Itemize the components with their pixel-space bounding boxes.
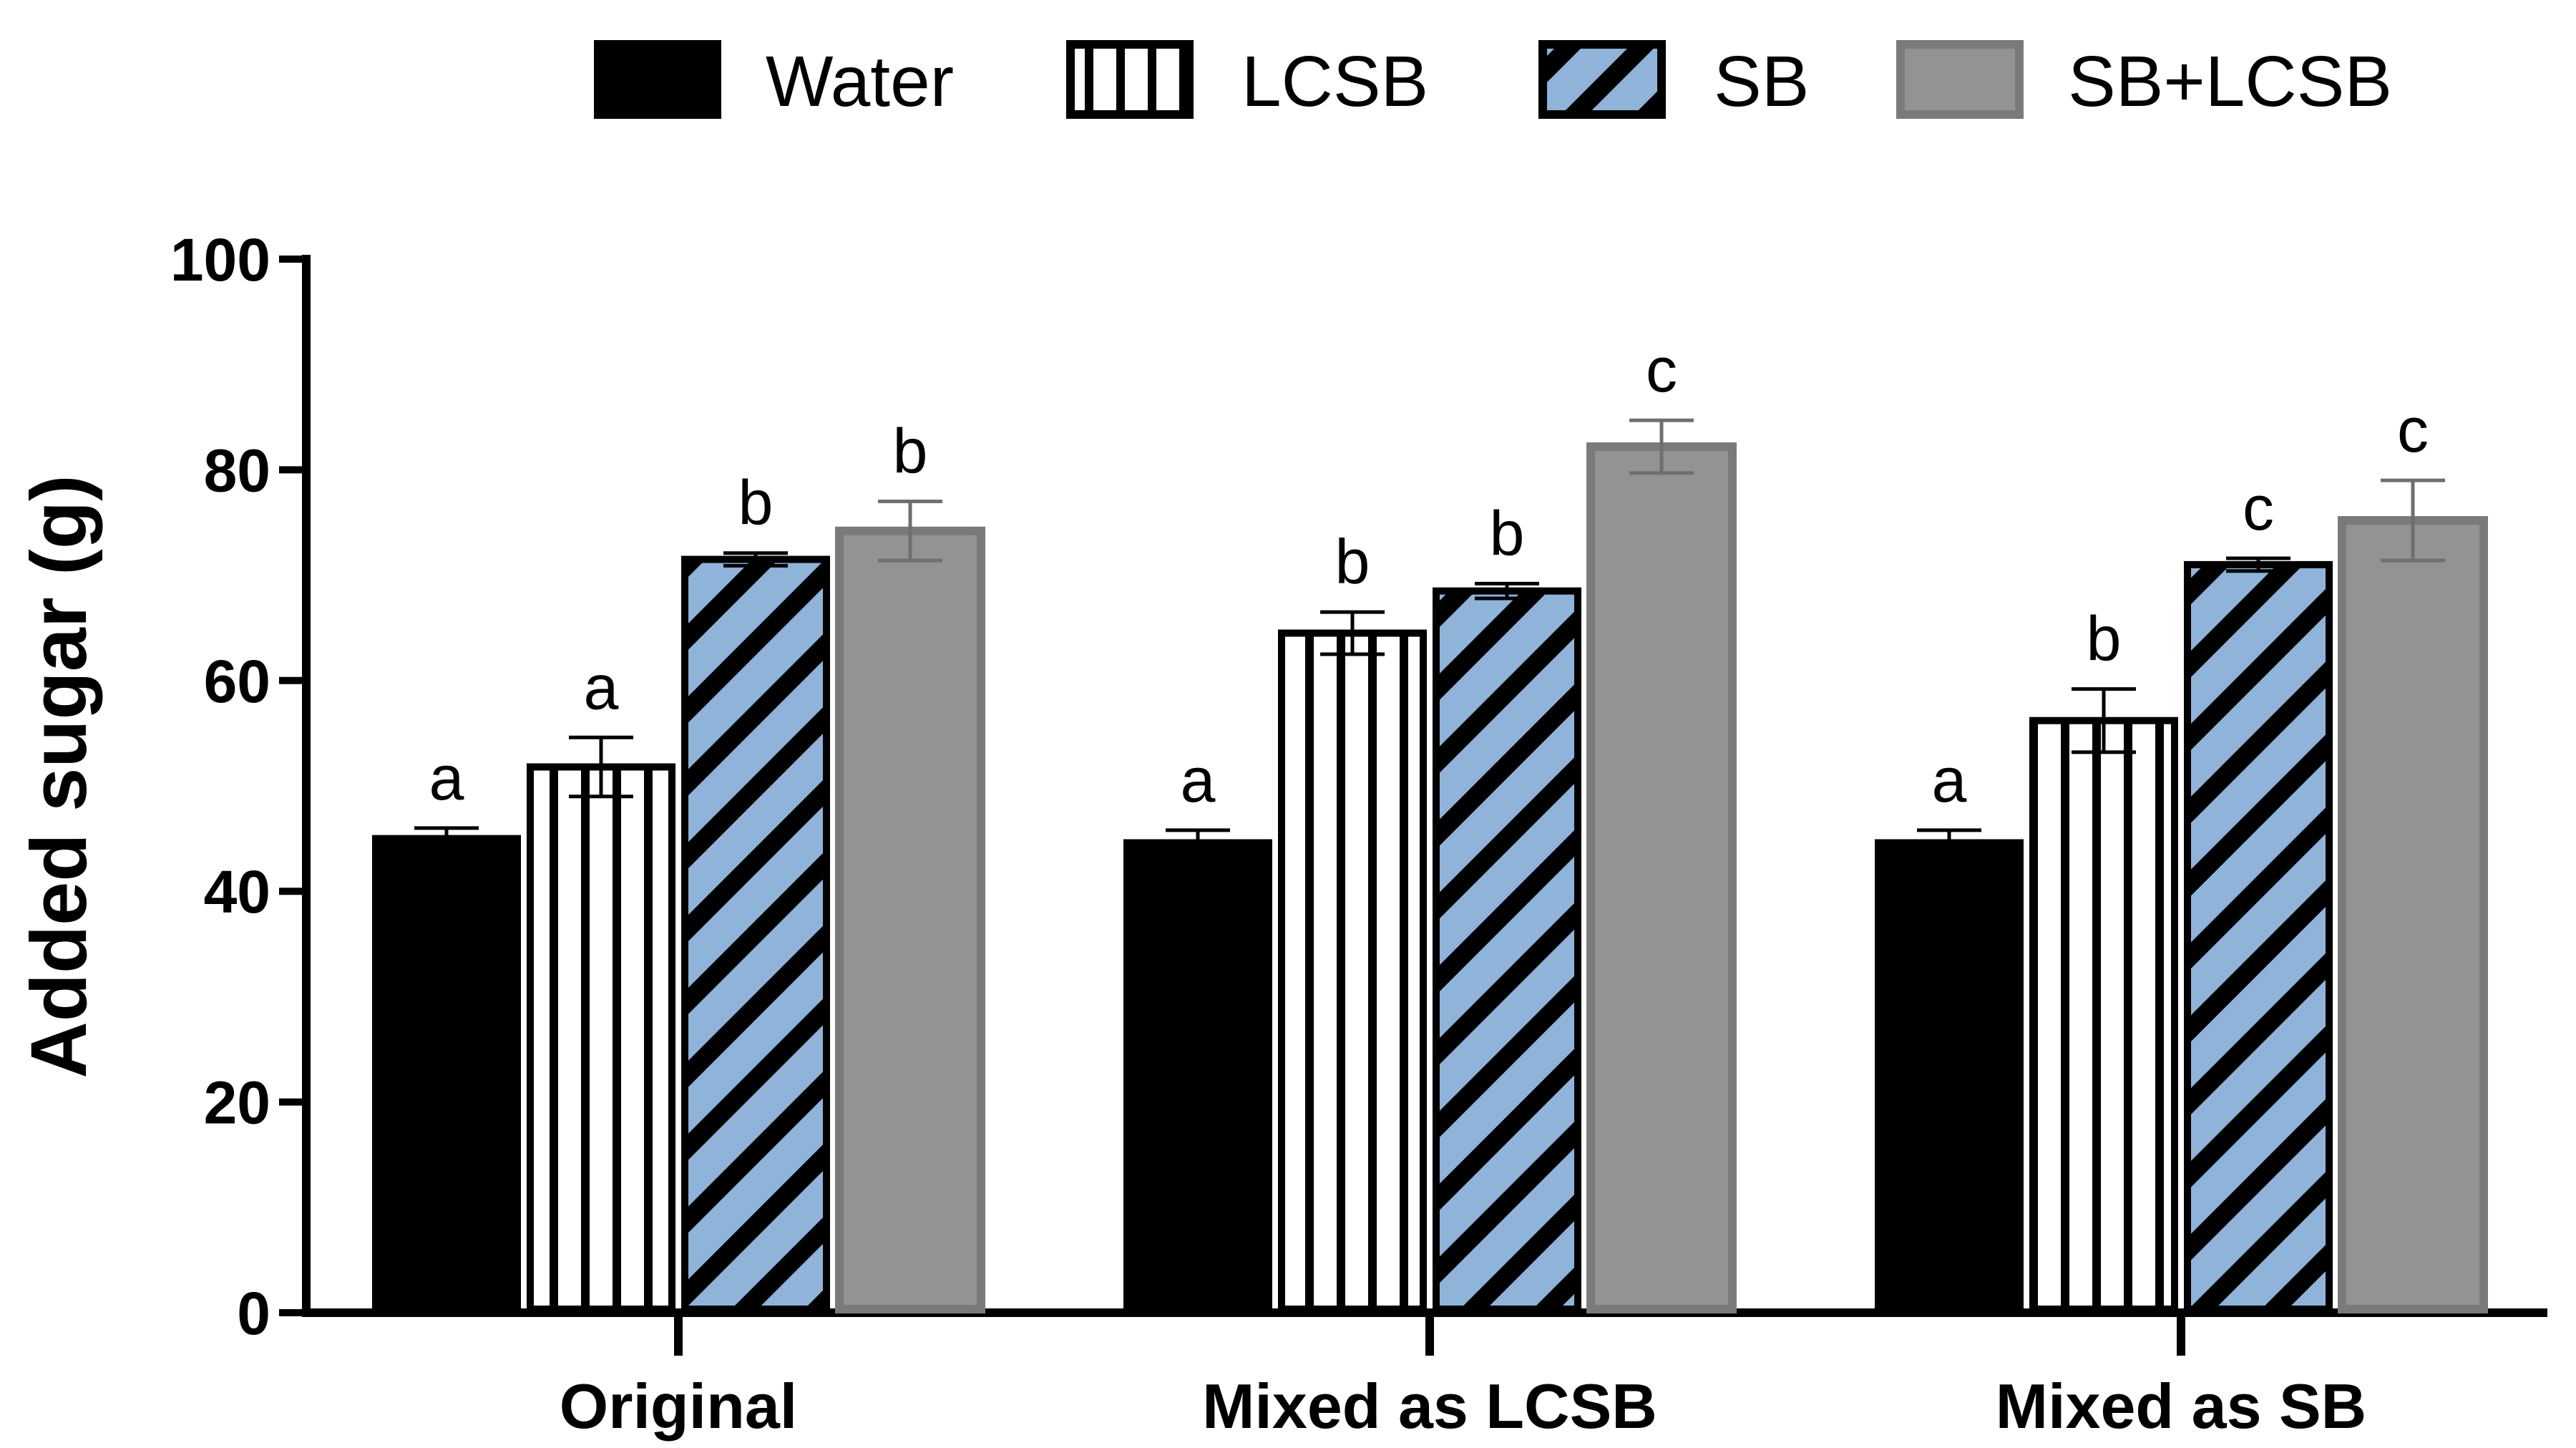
bar (1433, 587, 1581, 1313)
legend-label: SB+LCSB (2068, 42, 2392, 122)
bar (372, 835, 521, 1313)
category-labels: Original Mixed as LCSB Mixed as SB (560, 1313, 2366, 1442)
bar (1875, 839, 2024, 1313)
legend-swatch (1896, 40, 2024, 119)
legend-label: Water (766, 42, 954, 122)
significance-label: c (1646, 334, 1677, 405)
error-bars (414, 418, 2445, 857)
y-tick-label: 20 (204, 1069, 270, 1137)
bars (372, 442, 2488, 1313)
bar (835, 526, 985, 1313)
significance-label: a (1181, 744, 1216, 815)
y-tick-label: 40 (204, 858, 270, 925)
legend-label: SB (1714, 42, 1809, 122)
bar (527, 763, 675, 1313)
x-category-label: Original (560, 1371, 798, 1442)
significance-label: b (1335, 526, 1370, 597)
y-tick-label: 100 (170, 226, 270, 293)
significance-label: b (2087, 603, 2122, 674)
legend-swatch (594, 40, 721, 119)
legend-label: LCSB (1241, 42, 1428, 122)
bar (681, 555, 830, 1313)
bar (2029, 716, 2178, 1313)
bar (2184, 560, 2333, 1313)
bar (2338, 516, 2488, 1313)
significance-label: a (584, 651, 619, 722)
y-tick-label: 80 (204, 437, 270, 504)
bar (1123, 839, 1272, 1313)
significance-label: b (1490, 497, 1525, 568)
bar (1278, 629, 1427, 1313)
y-tick-label: 60 (204, 648, 270, 715)
x-category-label: Mixed as SB (1996, 1371, 2366, 1442)
legend-swatch (1066, 40, 1194, 119)
significance-labels: a a b b a b b c a b c c (429, 334, 2429, 815)
significance-label: c (2397, 394, 2429, 465)
significance-label: b (738, 467, 774, 538)
legend-swatch (1538, 40, 1666, 119)
significance-label: a (429, 742, 464, 813)
significance-label: a (1932, 744, 1967, 815)
y-axis-title: Added sugar (g) (15, 475, 103, 1078)
legend: Water LCSB SB SB+LCSB (594, 40, 2392, 122)
significance-label: b (893, 416, 928, 487)
y-tick-label: 0 (237, 1280, 270, 1347)
significance-label: c (2243, 472, 2274, 543)
bar (1586, 442, 1737, 1313)
x-category-label: Mixed as LCSB (1202, 1371, 1657, 1442)
